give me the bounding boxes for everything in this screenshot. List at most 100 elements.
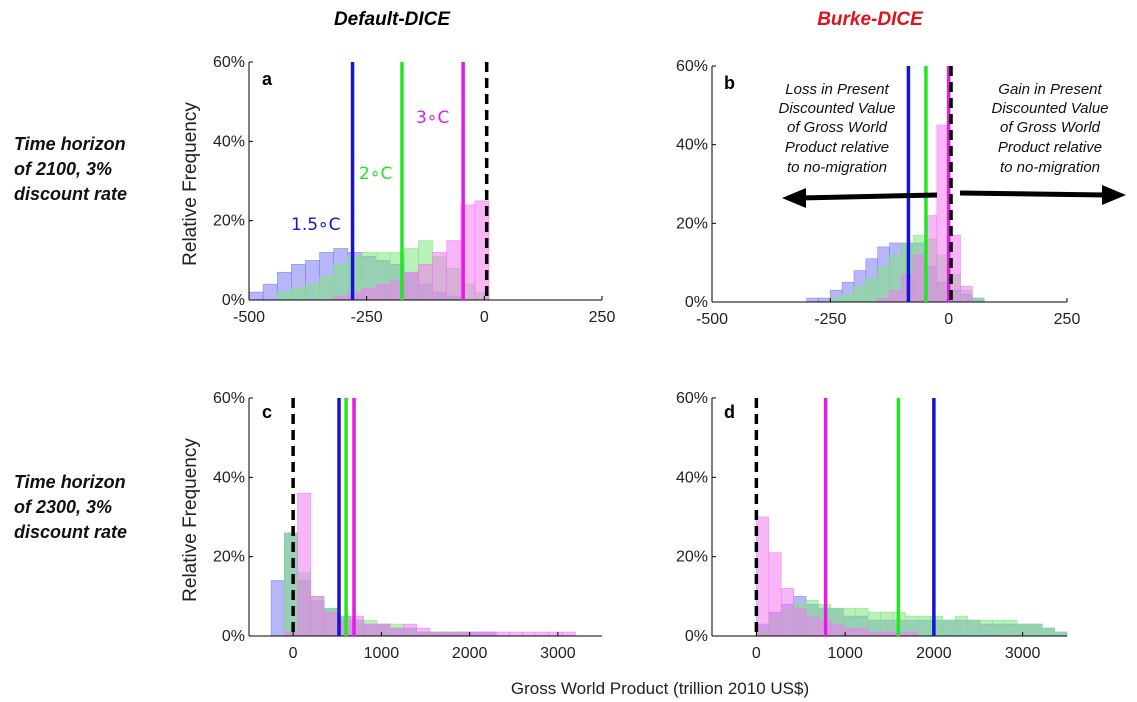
- panel-c: 0 1000 2000 3000 0% 20% 40% 60%: [213, 390, 602, 662]
- histogram-bar-c-2-3: [310, 596, 325, 637]
- histogram-bar-d-2-8: [855, 627, 869, 637]
- y-tick-label-b-2: 40%: [676, 137, 708, 154]
- y-tick-label-c-3: 60%: [213, 390, 245, 407]
- y-tick-label-d-1: 20%: [676, 549, 708, 566]
- x-tick-label-a-1: -250: [351, 309, 383, 326]
- histogram-bar-d-1-20: [1004, 619, 1018, 637]
- row-label-bottom-line-3: discount rate: [14, 522, 127, 542]
- histogram-bar-d-1-23: [1041, 627, 1055, 637]
- histogram-bar-c-2-20: [535, 631, 550, 637]
- x-tick-label-c-2: 2000: [452, 645, 488, 662]
- y-tick-label-c-1: 20%: [213, 549, 245, 566]
- x-tick-label-b-2: 0: [944, 311, 953, 328]
- histogram-bar-d-2-3: [793, 607, 807, 637]
- histogram-bar-d-1-17: [967, 619, 981, 637]
- histogram-bar-a-2-11: [404, 271, 419, 301]
- histogram-bar-a-0-0: [248, 291, 264, 301]
- histogram-bar-c-2-21: [548, 631, 563, 637]
- histogram-bar-a-1-4: [305, 283, 320, 301]
- histogram-bar-a-2-13: [432, 252, 447, 301]
- histogram-bar-c-0-0: [270, 580, 285, 637]
- histogram-bar-a-1-2: [276, 291, 292, 301]
- histogram-bar-c-2-19: [522, 631, 537, 637]
- x-tick-label-a-0: -500: [233, 309, 265, 326]
- y-tick-label-b-1: 20%: [676, 215, 708, 232]
- x-tick-label-d-2: 2000: [916, 645, 952, 662]
- y-tick-label-c-0: 0%: [222, 628, 245, 645]
- histogram-bar-c-2-10: [403, 623, 417, 637]
- histogram-bar-c-2-4: [323, 611, 338, 637]
- loss-line-5: to no-migration: [787, 159, 887, 176]
- histogram-bar-d-1-19: [992, 619, 1006, 637]
- y-axis-label-bottom: Relative Frequency: [180, 438, 201, 602]
- gain-line-4: Product relative: [998, 139, 1102, 156]
- histogram-bar-d-1-13: [917, 615, 931, 637]
- x-tick-label-b-0: -500: [696, 311, 728, 328]
- y-tick-label-a-3: 60%: [213, 54, 245, 71]
- row-label-top-line-1: Time horizon: [14, 134, 126, 154]
- histogram-bar-b-1-22: [972, 297, 985, 303]
- x-tick-label-c-1: 1000: [364, 645, 400, 662]
- gain-line-1: Gain in Present: [998, 81, 1102, 98]
- histogram-bar-c-2-17: [495, 631, 510, 637]
- x-tick-label-c-0: 0: [289, 645, 298, 662]
- histogram-bar-a-2-12: [418, 263, 433, 301]
- histogram-bar-c-1-1: [283, 532, 298, 637]
- histogram-bar-d-2-12: [905, 631, 919, 637]
- y-tick-label-c-2: 40%: [213, 469, 245, 486]
- row-label-bottom-line-1: Time horizon: [14, 472, 126, 492]
- histogram-bar-a-2-6: [333, 295, 349, 301]
- loss-arrow: [782, 188, 938, 208]
- panel-letter-d: d: [724, 402, 735, 422]
- histogram-bar-c-2-12: [429, 631, 444, 637]
- y-tick-label-b-3: 60%: [676, 58, 708, 75]
- row-label-top-line-2: of 2100, 3%: [14, 159, 112, 179]
- histogram-bar-d-2-4: [805, 615, 819, 637]
- x-tick-label-b-3: 250: [1054, 311, 1081, 328]
- panel-b: -500 -250 0 250 0% 20% 40% 60%: [676, 58, 1080, 328]
- histogram-bar-d-1-21: [1016, 623, 1031, 637]
- loss-line-4: Product relative: [785, 139, 889, 156]
- histogram-bar-b-1-13: [865, 278, 878, 303]
- histogram-bar-c-2-7: [363, 623, 378, 637]
- y-tick-label-b-0: 0%: [685, 294, 708, 311]
- gain-arrow: [959, 185, 1126, 205]
- histogram-bar-c-2-14: [456, 631, 470, 637]
- histogram-bar-b-0-8: [806, 297, 819, 303]
- label-3c: 3∘C: [416, 108, 449, 128]
- x-tick-label-d-0: 0: [752, 645, 761, 662]
- loss-line-3: of Gross World: [787, 119, 888, 136]
- histogram-bar-c-2-15: [469, 631, 484, 637]
- right-column-title: Burke-DICE: [817, 9, 924, 30]
- panel-letter-a: a: [262, 69, 273, 89]
- histogram-bar-c-2-16: [482, 631, 497, 637]
- histogram-bar-c-2-22: [561, 631, 576, 637]
- row-label-top-line-3: discount rate: [14, 184, 127, 204]
- histogram-bar-a-2-14: [446, 240, 462, 301]
- y-tick-label-a-0: 0%: [222, 292, 245, 309]
- x-tick-label-b-1: -250: [814, 311, 846, 328]
- x-tick-label-d-3: 3000: [1005, 645, 1041, 662]
- x-axis-label: Gross World Product (trillion 2010 US$): [511, 679, 809, 698]
- histogram-bar-b-1-11: [841, 293, 855, 303]
- y-tick-label-a-1: 20%: [213, 213, 245, 230]
- y-tick-label-d-2: 40%: [676, 469, 708, 486]
- histogram-bar-d-1-15: [942, 619, 956, 637]
- histogram-bar-b-2-17: [912, 254, 926, 303]
- histogram-bar-d-2-2: [780, 588, 794, 637]
- y-tick-label-d-0: 0%: [685, 628, 708, 645]
- histogram-bar-b-1-12: [853, 285, 867, 303]
- x-tick-label-a-2: 0: [480, 309, 489, 326]
- x-tick-label-a-3: 250: [589, 309, 616, 326]
- panel-a: -500 -250 0 250 0% 20% 40% 60%: [213, 54, 615, 326]
- histogram-bar-a-0-1: [262, 283, 278, 301]
- histogram-bar-b-0-9: [818, 297, 831, 303]
- x-tick-label-c-3: 3000: [540, 645, 576, 662]
- histogram-bar-d-1-24: [1054, 631, 1068, 637]
- row-label-bottom-line-2: of 2300, 3%: [14, 497, 112, 517]
- panel-letter-c: c: [262, 402, 272, 422]
- histogram-bar-c-2-18: [509, 631, 523, 637]
- histogram-bar-d-2-0: [756, 516, 770, 637]
- histogram-bar-c-2-13: [442, 631, 457, 637]
